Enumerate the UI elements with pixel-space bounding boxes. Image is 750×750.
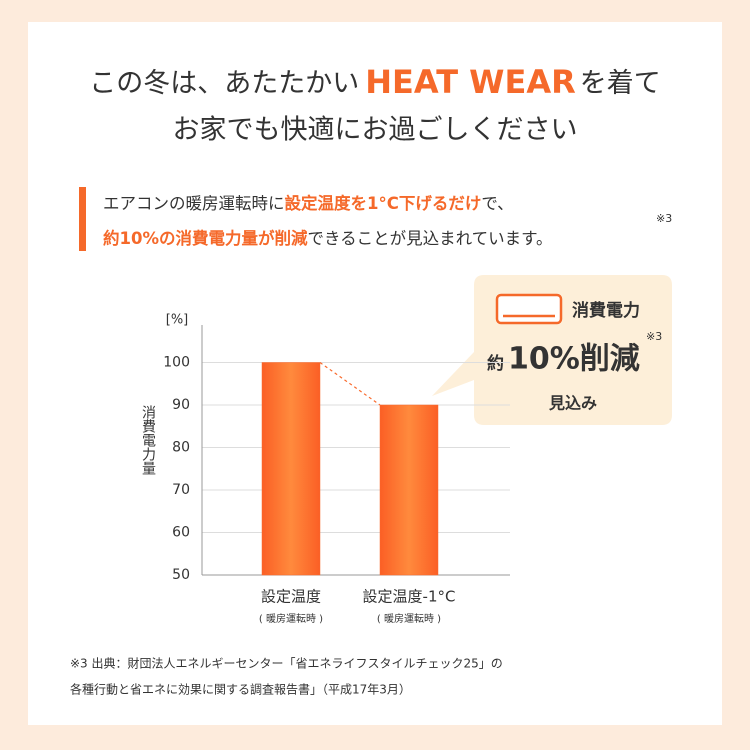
y-tick-label: 60 xyxy=(172,525,190,541)
headline-text: を着て xyxy=(580,68,661,99)
headline-text: この冬は、あたたかい xyxy=(89,68,359,99)
callout-box xyxy=(432,275,672,425)
lead-text: できることが見込まれています。 xyxy=(308,229,553,248)
y-axis-title: 消費電力量 xyxy=(140,405,156,475)
y-tick-label: 100 xyxy=(163,355,190,371)
lead-text: で、 xyxy=(481,194,513,213)
x-tick-note: ( 暖房運転時 ) xyxy=(377,612,441,625)
ac-icon xyxy=(495,293,563,325)
y-tick-label: 90 xyxy=(172,397,190,413)
lead-note: ※3 xyxy=(656,212,672,225)
headline-line1: この冬は、あたたかい HEAT WEAR を着て xyxy=(89,63,660,101)
x-tick-label: 設定温度 xyxy=(261,588,321,606)
accent-bar xyxy=(79,187,86,251)
change-connector xyxy=(319,362,381,406)
y-tick-label: 80 xyxy=(172,440,190,456)
lead-highlight: 約10%の消費電力量が削減 xyxy=(103,228,308,248)
x-tick-note: ( 暖房運転時 ) xyxy=(259,612,323,625)
lead-line1: エアコンの暖房運転時に設定温度を1°C下げるだけで、 xyxy=(103,193,514,213)
callout-prefix: 約 xyxy=(487,353,504,374)
x-tick-label: 設定温度-1°C xyxy=(363,588,456,606)
callout-title: 消費電力 xyxy=(572,300,640,321)
lead-highlight: 設定温度を1°C下げるだけ xyxy=(285,193,482,213)
y-unit: [%] xyxy=(166,313,189,328)
y-tick-label: 70 xyxy=(172,482,190,498)
callout-suffix: 見込み xyxy=(548,394,597,413)
lead-line2: 約10%の消費電力量が削減できることが見込まれています。 xyxy=(103,228,553,248)
footnote: 各種行動と省エネに効果に関する調査報告書」（平成17年3月） xyxy=(70,682,411,697)
headline-brand: HEAT WEAR xyxy=(365,63,575,101)
headline-line2: お家でも快適にお過ごしください xyxy=(173,115,578,146)
bar xyxy=(261,362,321,576)
footnote: ※3 出典：財団法人エネルギーセンター「省エネライフスタイルチェック25」の xyxy=(70,656,503,671)
y-tick-label: 50 xyxy=(172,567,190,583)
bar xyxy=(379,404,439,576)
lead-text: エアコンの暖房運転時に xyxy=(103,194,285,213)
callout-amount: 10%削減 xyxy=(508,342,640,377)
callout-note: ※3 xyxy=(646,330,662,343)
